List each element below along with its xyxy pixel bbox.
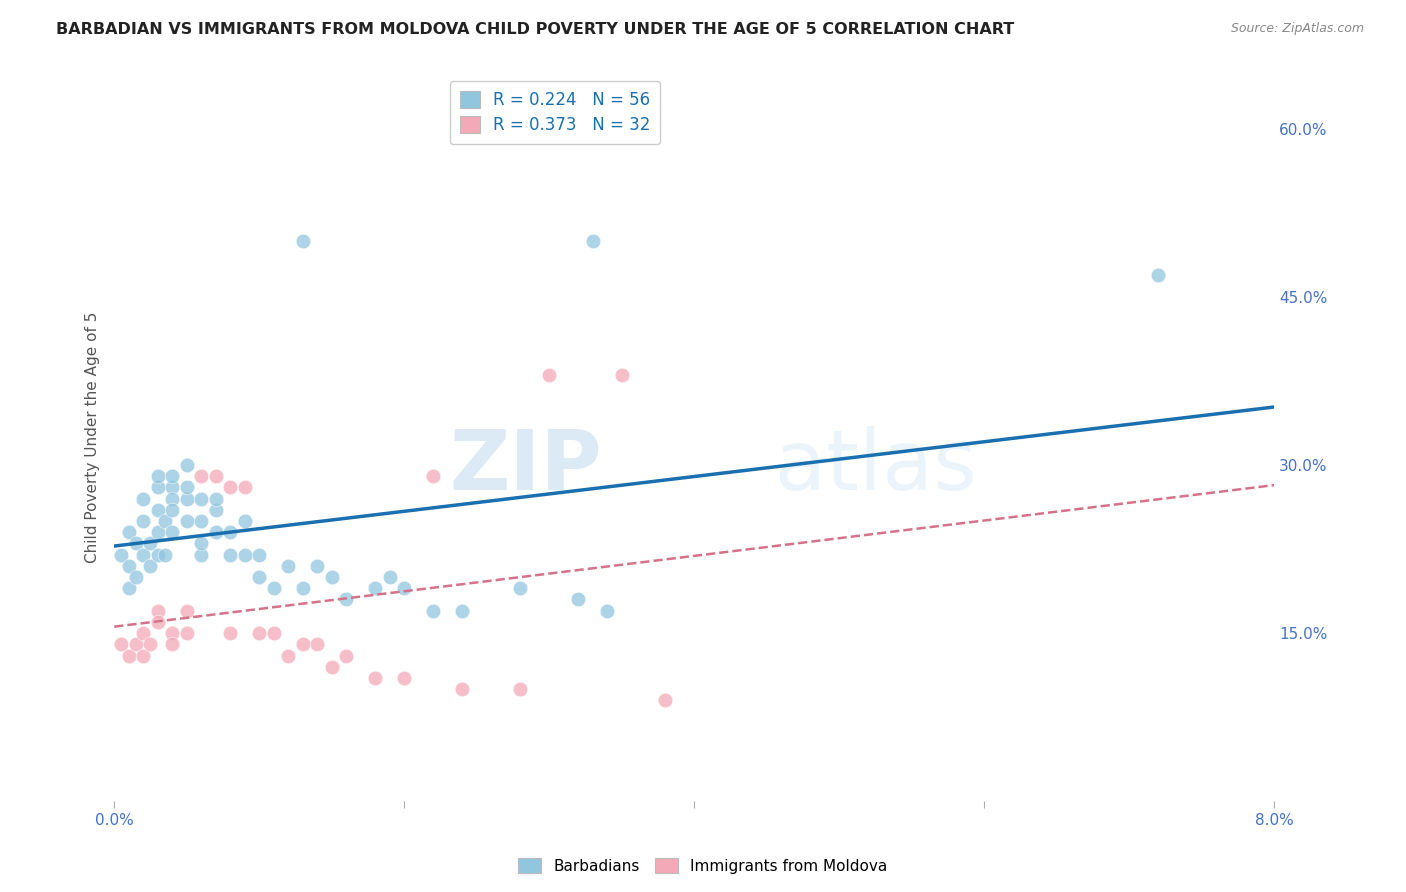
Point — [422, 604, 444, 618]
Point — [132, 626, 155, 640]
Point — [321, 659, 343, 673]
Point — [219, 548, 242, 562]
Point — [176, 604, 198, 618]
Point — [160, 480, 183, 494]
Point — [110, 637, 132, 651]
Point — [509, 582, 531, 596]
Point — [125, 536, 148, 550]
Point — [567, 592, 589, 607]
Text: BARBADIAN VS IMMIGRANTS FROM MOLDOVA CHILD POVERTY UNDER THE AGE OF 5 CORRELATIO: BARBADIAN VS IMMIGRANTS FROM MOLDOVA CHI… — [56, 22, 1015, 37]
Point — [176, 626, 198, 640]
Point — [451, 604, 474, 618]
Point — [291, 234, 314, 248]
Point — [118, 558, 141, 573]
Point — [146, 604, 169, 618]
Point — [277, 648, 299, 663]
Point — [132, 491, 155, 506]
Point — [364, 671, 387, 685]
Point — [509, 682, 531, 697]
Point — [160, 626, 183, 640]
Point — [247, 548, 270, 562]
Point — [153, 514, 176, 528]
Point — [146, 503, 169, 517]
Point — [176, 480, 198, 494]
Point — [190, 536, 212, 550]
Text: atlas: atlas — [776, 425, 977, 507]
Text: Source: ZipAtlas.com: Source: ZipAtlas.com — [1230, 22, 1364, 36]
Point — [139, 536, 162, 550]
Point — [204, 469, 226, 483]
Point — [233, 514, 256, 528]
Point — [190, 491, 212, 506]
Point — [125, 637, 148, 651]
Point — [451, 682, 474, 697]
Point — [335, 648, 357, 663]
Text: ZIP: ZIP — [449, 425, 602, 507]
Point — [307, 637, 329, 651]
Point — [1147, 268, 1170, 282]
Point — [307, 558, 329, 573]
Legend: Barbadians, Immigrants from Moldova: Barbadians, Immigrants from Moldova — [512, 852, 894, 880]
Point — [160, 469, 183, 483]
Point — [153, 548, 176, 562]
Point — [118, 648, 141, 663]
Point — [247, 570, 270, 584]
Point — [219, 480, 242, 494]
Point — [118, 582, 141, 596]
Point — [263, 626, 285, 640]
Y-axis label: Child Poverty Under the Age of 5: Child Poverty Under the Age of 5 — [86, 311, 100, 563]
Point — [321, 570, 343, 584]
Point — [204, 491, 226, 506]
Point — [291, 637, 314, 651]
Point — [219, 626, 242, 640]
Point — [146, 469, 169, 483]
Point — [219, 525, 242, 540]
Point — [146, 525, 169, 540]
Point — [277, 558, 299, 573]
Point — [160, 637, 183, 651]
Point — [132, 548, 155, 562]
Point — [118, 525, 141, 540]
Point — [176, 458, 198, 472]
Point — [654, 693, 676, 707]
Point — [582, 234, 605, 248]
Point — [394, 582, 416, 596]
Point — [176, 514, 198, 528]
Point — [538, 368, 561, 383]
Point — [132, 514, 155, 528]
Point — [190, 548, 212, 562]
Point — [139, 558, 162, 573]
Point — [610, 368, 633, 383]
Point — [139, 637, 162, 651]
Point — [132, 648, 155, 663]
Point — [247, 626, 270, 640]
Point — [364, 582, 387, 596]
Point — [378, 570, 401, 584]
Point — [146, 548, 169, 562]
Point — [291, 582, 314, 596]
Point — [204, 525, 226, 540]
Point — [422, 469, 444, 483]
Point — [335, 592, 357, 607]
Point — [263, 582, 285, 596]
Point — [160, 491, 183, 506]
Point — [204, 503, 226, 517]
Point — [596, 604, 619, 618]
Point — [110, 548, 132, 562]
Point — [160, 503, 183, 517]
Point — [233, 480, 256, 494]
Legend: R = 0.224   N = 56, R = 0.373   N = 32: R = 0.224 N = 56, R = 0.373 N = 32 — [450, 81, 661, 145]
Point — [146, 480, 169, 494]
Point — [160, 525, 183, 540]
Point — [394, 671, 416, 685]
Point — [176, 491, 198, 506]
Point — [146, 615, 169, 629]
Point — [125, 570, 148, 584]
Point — [233, 548, 256, 562]
Point — [190, 469, 212, 483]
Point — [190, 514, 212, 528]
